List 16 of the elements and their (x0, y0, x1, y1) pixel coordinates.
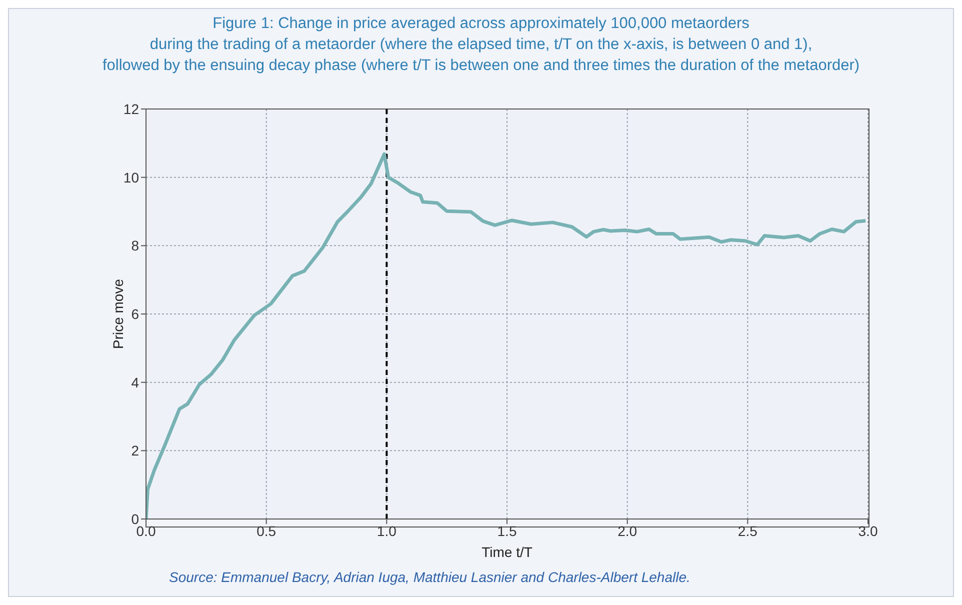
x-tick-label: 1.5 (497, 522, 517, 539)
chart-title: Figure 1: Change in price averaged across approximately 100,000 metaorders during the trading of a metaorder (where the elapsed time, t/T on the x-axis, is between 0 and 1), followed by the ensuing decay phase (where t/T is between one and three times the duration of the metaorder) (101, 14, 861, 76)
y-tick-label: 2 (131, 442, 140, 459)
x-tick-label: 0.5 (256, 522, 276, 539)
y-tick-label: 12 (123, 100, 140, 117)
x-tick-label: 3.0 (858, 522, 878, 539)
y-tick-label: 4 (131, 374, 140, 390)
x-tick-label: 2.5 (738, 522, 758, 539)
y-axis-title: Price move (110, 278, 126, 350)
y-tick-label: 10 (123, 169, 140, 186)
y-tick-label: 8 (131, 238, 140, 254)
x-tick-label: 1.0 (376, 522, 397, 539)
source-note: Source: Emmanuel Bacry, Adrian Iuga, Matthieu Lasnier and Charles-Albert Lehalle. (168, 569, 692, 585)
x-axis-title: Time t/T (482, 544, 533, 560)
y-tick-label: 6 (131, 306, 140, 322)
x-tick-label: 2.0 (618, 522, 638, 539)
